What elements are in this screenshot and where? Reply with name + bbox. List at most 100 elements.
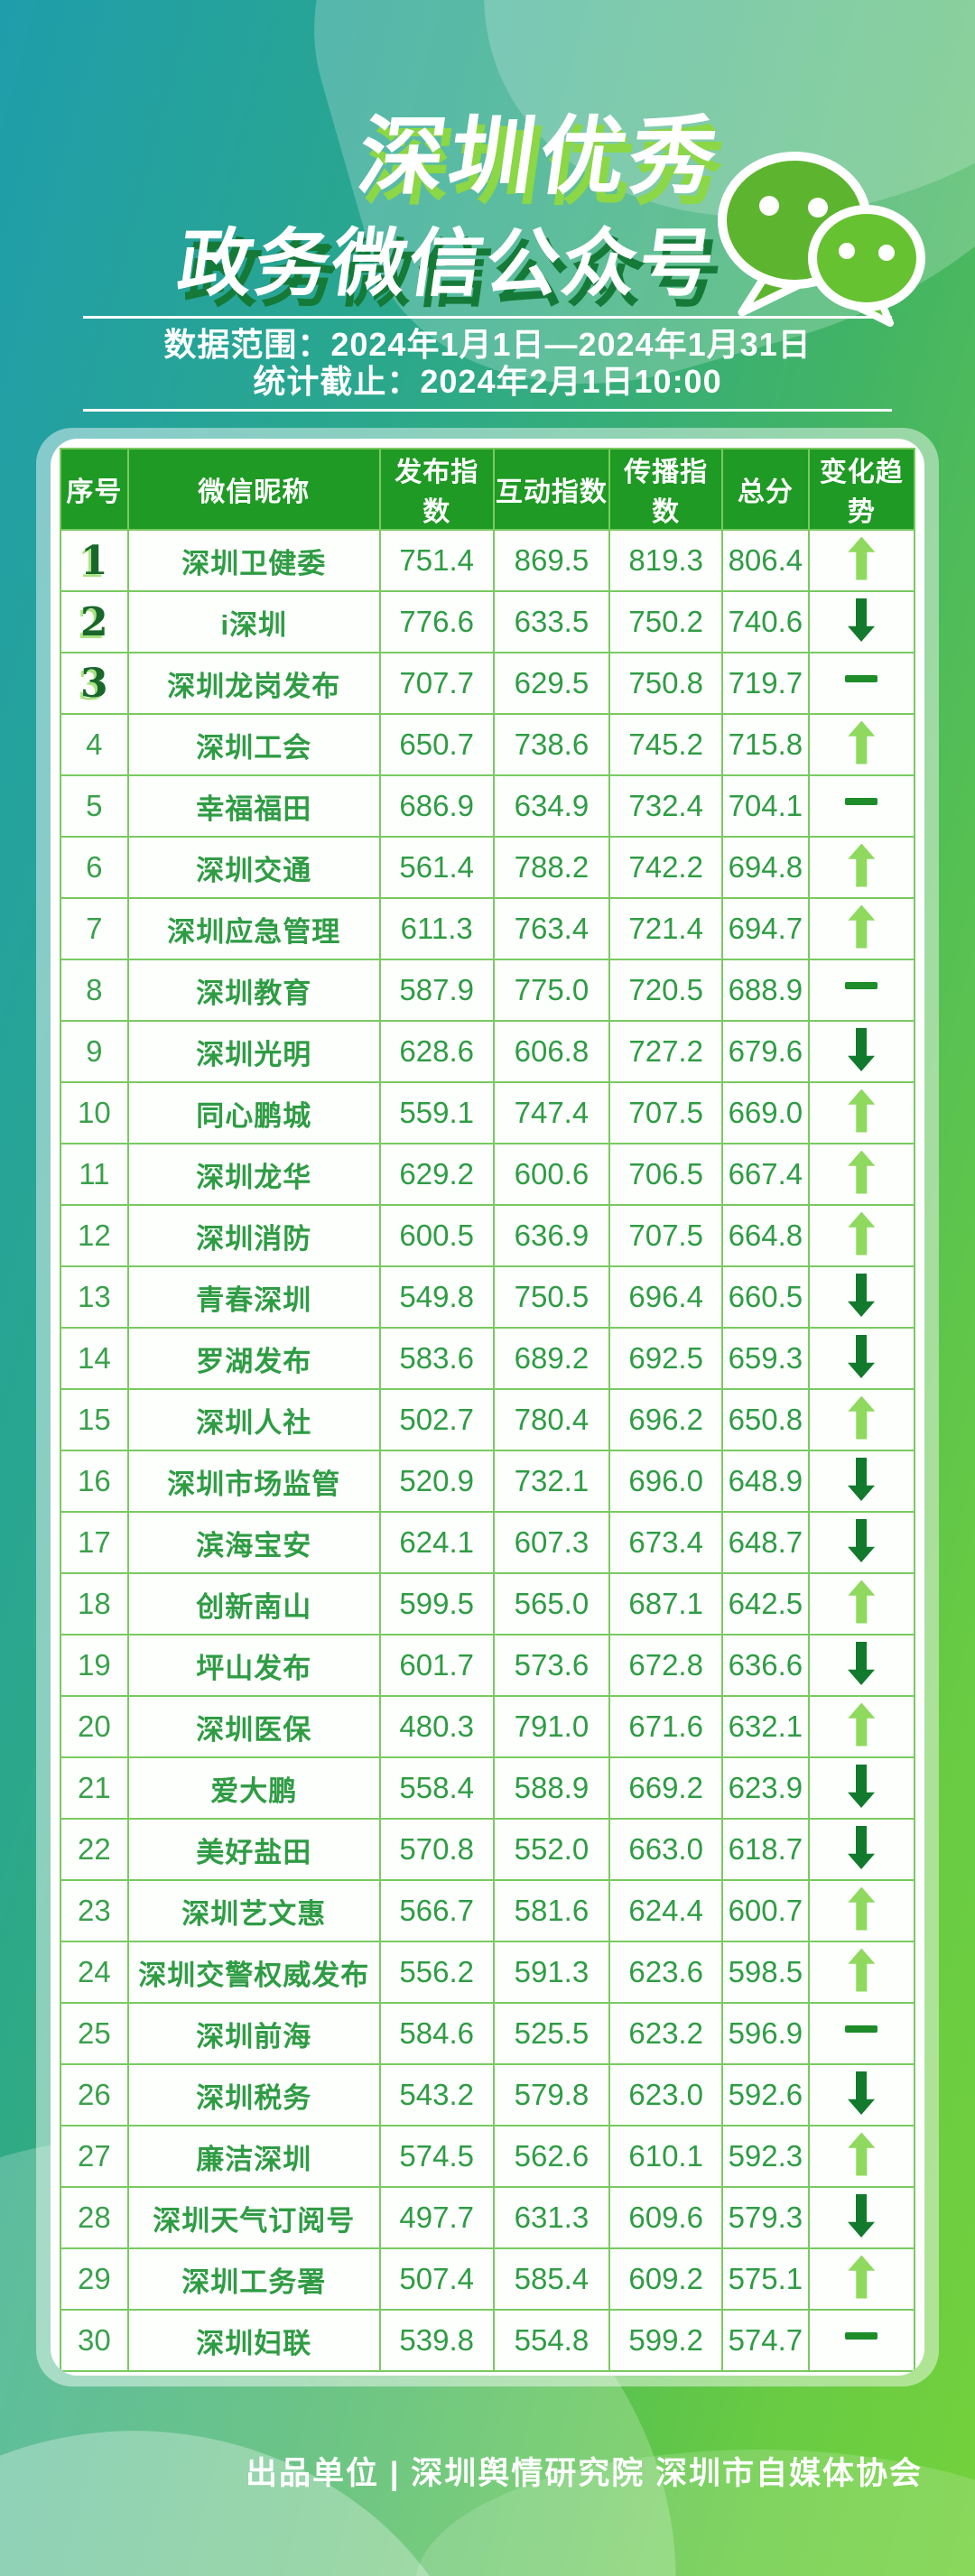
table-row: 12 深圳消防 600.5 636.9 707.5 664.8 bbox=[60, 1204, 916, 1267]
publish-index-cell: 584.6 bbox=[378, 2002, 495, 2065]
trend-down-icon bbox=[848, 1335, 875, 1378]
total-score-cell: 660.5 bbox=[721, 1265, 810, 1329]
trend-cell bbox=[807, 2186, 916, 2249]
trend-flat-icon bbox=[845, 797, 878, 805]
rank-cell: 30 bbox=[60, 2309, 129, 2372]
trend-cell bbox=[807, 1695, 916, 1758]
page-title-line2: 政务微信公众号 bbox=[172, 223, 722, 305]
trend-up-icon bbox=[848, 1395, 876, 1440]
rank-cell: 4 bbox=[60, 713, 129, 776]
interact-index-cell: 565.0 bbox=[492, 1572, 611, 1635]
table-row: 14 罗湖发布 583.6 689.2 692.5 659.3 bbox=[60, 1327, 916, 1390]
interact-index-cell: 750.5 bbox=[492, 1265, 611, 1329]
trend-cell bbox=[807, 1818, 916, 1881]
table-row: 2 i深圳 776.6 633.5 750.2 740.6 bbox=[60, 590, 916, 653]
interact-index-cell: 629.5 bbox=[492, 652, 611, 715]
rank-cell: 11 bbox=[60, 1143, 129, 1206]
total-score-cell: 600.7 bbox=[721, 1879, 810, 1942]
rank-cell: 13 bbox=[60, 1265, 129, 1329]
table-header-row: 序号 微信昵称 发布指数 互动指数 传播指数 总分 变化趋势 bbox=[60, 448, 916, 531]
account-name-cell: 幸福福田 bbox=[126, 774, 381, 838]
interact-index-cell: 636.9 bbox=[492, 1204, 611, 1267]
trend-cell bbox=[807, 2002, 916, 2065]
table-row: 8 深圳教育 587.9 775.0 720.5 688.9 bbox=[60, 959, 916, 1022]
interact-index-cell: 869.5 bbox=[492, 529, 611, 592]
spread-index-cell: 721.4 bbox=[608, 897, 724, 960]
interact-index-cell: 552.0 bbox=[492, 1818, 611, 1881]
total-score-cell: 664.8 bbox=[721, 1204, 810, 1267]
publish-index-cell: 561.4 bbox=[378, 836, 495, 899]
interact-index-cell: 747.4 bbox=[492, 1081, 611, 1144]
table-row: 29 深圳工务署 507.4 585.4 609.2 575.1 bbox=[60, 2247, 916, 2311]
spread-index-cell: 707.5 bbox=[608, 1204, 724, 1267]
account-name-cell: 深圳税务 bbox=[126, 2063, 381, 2127]
trend-up-icon bbox=[848, 1702, 876, 1747]
spread-index-cell: 609.6 bbox=[608, 2186, 724, 2249]
account-name-cell: 深圳天气订阅号 bbox=[126, 2186, 381, 2249]
table-row: 1 深圳卫健委 751.4 869.5 819.3 806.4 bbox=[60, 529, 916, 592]
interact-index-cell: 606.8 bbox=[492, 1020, 611, 1083]
trend-cell bbox=[807, 1634, 916, 1697]
account-name-cell: 深圳妇联 bbox=[126, 2309, 381, 2372]
spread-index-cell: 819.3 bbox=[608, 529, 724, 592]
trend-cell bbox=[807, 1143, 916, 1206]
stat-deadline-text: 统计截止：2024年2月1日10:00 bbox=[253, 363, 722, 400]
account-name-cell: 深圳卫健委 bbox=[126, 529, 381, 592]
rank-cell: 1 bbox=[60, 529, 129, 592]
rank-cell: 28 bbox=[60, 2186, 129, 2249]
spread-index-cell: 750.8 bbox=[608, 652, 724, 715]
rank-cell: 16 bbox=[60, 1450, 129, 1513]
table-row: 6 深圳交通 561.4 788.2 742.2 694.8 bbox=[60, 836, 916, 899]
account-name-cell: 同心鹏城 bbox=[126, 1081, 381, 1144]
spread-index-cell: 623.0 bbox=[608, 2063, 724, 2127]
interact-index-cell: 775.0 bbox=[492, 959, 611, 1022]
publish-index-cell: 601.7 bbox=[378, 1634, 495, 1697]
trend-cell bbox=[807, 529, 916, 592]
trend-down-icon bbox=[848, 1274, 875, 1317]
spread-index-cell: 610.1 bbox=[608, 2125, 724, 2188]
trend-cell bbox=[807, 1572, 916, 1635]
trend-down-icon bbox=[848, 2194, 875, 2238]
interact-index-cell: 631.3 bbox=[492, 2186, 611, 2249]
publish-index-cell: 520.9 bbox=[378, 1450, 495, 1513]
trend-cell bbox=[807, 713, 916, 776]
trend-cell bbox=[807, 959, 916, 1022]
publish-index-cell: 650.7 bbox=[378, 713, 495, 776]
account-name-cell: 深圳市场监管 bbox=[126, 1450, 381, 1513]
table-row: 9 深圳光明 628.6 606.8 727.2 679.6 bbox=[60, 1020, 916, 1083]
trend-cell bbox=[807, 1265, 916, 1329]
trend-flat-icon bbox=[845, 981, 878, 989]
spread-index-cell: 732.4 bbox=[608, 774, 724, 838]
trend-cell bbox=[807, 1450, 916, 1513]
rank-cell: 22 bbox=[60, 1818, 129, 1881]
trend-cell bbox=[807, 1879, 916, 1942]
total-score-cell: 596.9 bbox=[721, 2002, 810, 2065]
rank-cell: 8 bbox=[60, 959, 129, 1022]
spread-index-cell: 624.4 bbox=[608, 1879, 724, 1942]
trend-up-icon bbox=[848, 904, 876, 949]
spread-index-cell: 750.2 bbox=[608, 590, 724, 653]
col-header-total: 总分 bbox=[721, 448, 810, 531]
table-row: 27 廉洁深圳 574.5 562.6 610.1 592.3 bbox=[60, 2125, 916, 2188]
total-score-cell: 648.9 bbox=[721, 1450, 810, 1513]
rank-cell: 9 bbox=[60, 1020, 129, 1083]
table-row: 3 深圳龙岗发布 707.7 629.5 750.8 719.7 bbox=[60, 652, 916, 715]
account-name-cell: 深圳交通 bbox=[126, 836, 381, 899]
account-name-cell: 深圳工务署 bbox=[126, 2247, 381, 2311]
account-name-cell: 爱大鹏 bbox=[126, 1756, 381, 1820]
publish-index-cell: 624.1 bbox=[378, 1511, 495, 1574]
table-row: 20 深圳医保 480.3 791.0 671.6 632.1 bbox=[60, 1695, 916, 1758]
trend-up-icon bbox=[848, 1211, 876, 1256]
trend-flat-icon bbox=[845, 674, 878, 682]
table-row: 5 幸福福田 686.9 634.9 732.4 704.1 bbox=[60, 774, 916, 838]
account-name-cell: 深圳艺文惠 bbox=[126, 1879, 381, 1942]
interact-index-cell: 573.6 bbox=[492, 1634, 611, 1697]
trend-up-icon bbox=[848, 720, 876, 764]
publish-index-cell: 751.4 bbox=[378, 529, 495, 592]
rank-cell: 25 bbox=[60, 2002, 129, 2065]
trend-up-icon bbox=[848, 1580, 876, 1624]
interact-index-cell: 763.4 bbox=[492, 897, 611, 960]
account-name-cell: 深圳消防 bbox=[126, 1204, 381, 1267]
interact-index-cell: 780.4 bbox=[492, 1388, 611, 1451]
